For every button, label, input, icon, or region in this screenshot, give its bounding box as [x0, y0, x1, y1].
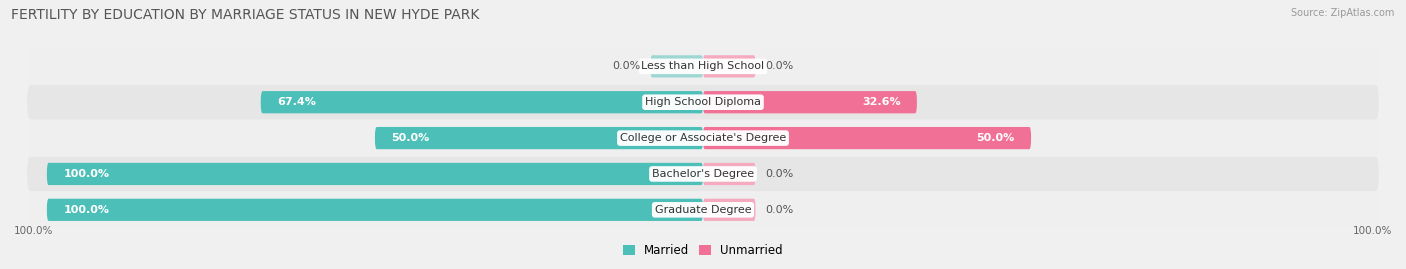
Text: College or Associate's Degree: College or Associate's Degree	[620, 133, 786, 143]
Text: Less than High School: Less than High School	[641, 61, 765, 71]
Text: 67.4%: 67.4%	[277, 97, 316, 107]
Text: Bachelor's Degree: Bachelor's Degree	[652, 169, 754, 179]
FancyBboxPatch shape	[27, 85, 1379, 119]
FancyBboxPatch shape	[703, 127, 1031, 149]
FancyBboxPatch shape	[46, 163, 703, 185]
Text: 100.0%: 100.0%	[1353, 226, 1392, 236]
FancyBboxPatch shape	[27, 121, 1379, 155]
Text: Source: ZipAtlas.com: Source: ZipAtlas.com	[1291, 8, 1395, 18]
FancyBboxPatch shape	[375, 127, 703, 149]
Text: 0.0%: 0.0%	[613, 61, 641, 71]
FancyBboxPatch shape	[703, 91, 917, 113]
Text: 0.0%: 0.0%	[765, 205, 793, 215]
FancyBboxPatch shape	[703, 55, 755, 77]
Text: 100.0%: 100.0%	[63, 205, 110, 215]
FancyBboxPatch shape	[27, 193, 1379, 227]
FancyBboxPatch shape	[703, 163, 755, 185]
Text: High School Diploma: High School Diploma	[645, 97, 761, 107]
FancyBboxPatch shape	[27, 157, 1379, 191]
Legend: Married, Unmarried: Married, Unmarried	[623, 244, 783, 257]
Text: 0.0%: 0.0%	[765, 61, 793, 71]
Text: Graduate Degree: Graduate Degree	[655, 205, 751, 215]
Text: 32.6%: 32.6%	[862, 97, 900, 107]
FancyBboxPatch shape	[260, 91, 703, 113]
Text: 100.0%: 100.0%	[63, 169, 110, 179]
Text: 50.0%: 50.0%	[976, 133, 1015, 143]
FancyBboxPatch shape	[27, 49, 1379, 84]
Text: 0.0%: 0.0%	[765, 169, 793, 179]
FancyBboxPatch shape	[46, 199, 703, 221]
Text: 50.0%: 50.0%	[391, 133, 430, 143]
FancyBboxPatch shape	[651, 55, 703, 77]
FancyBboxPatch shape	[703, 199, 755, 221]
Text: FERTILITY BY EDUCATION BY MARRIAGE STATUS IN NEW HYDE PARK: FERTILITY BY EDUCATION BY MARRIAGE STATU…	[11, 8, 479, 22]
Text: 100.0%: 100.0%	[14, 226, 53, 236]
